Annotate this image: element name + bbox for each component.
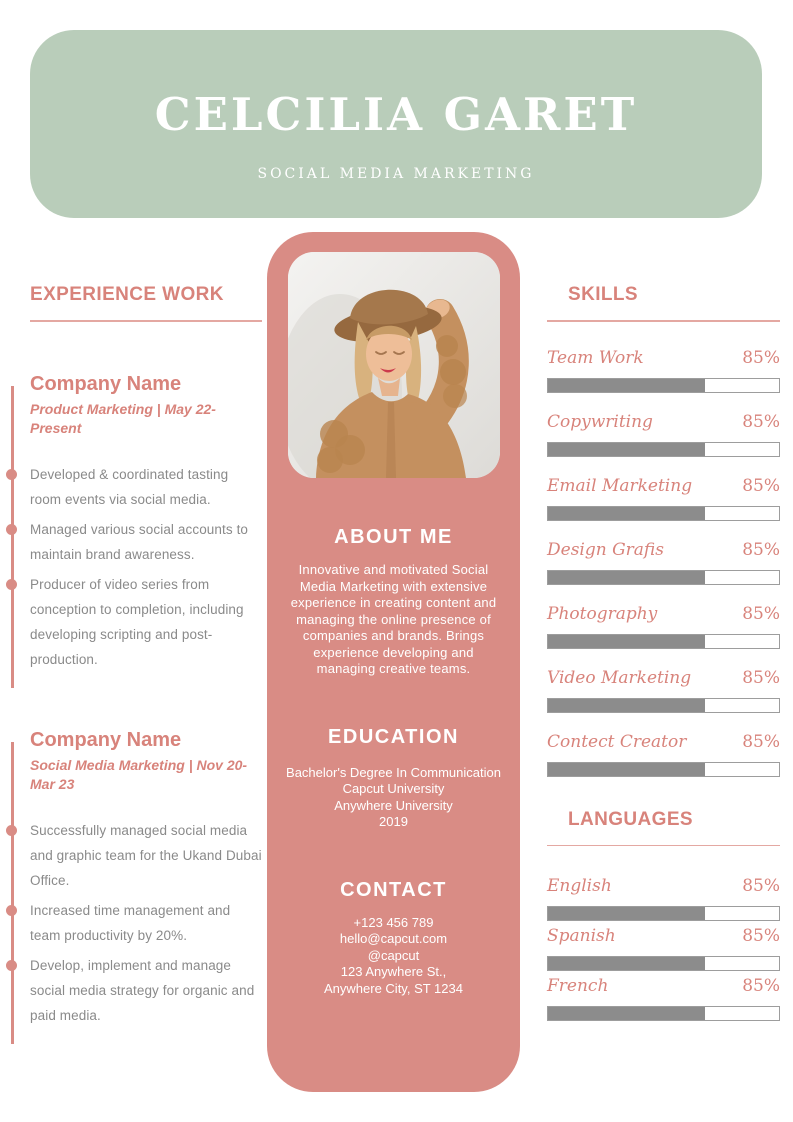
- education-line: 2019: [379, 814, 408, 829]
- languages-section: LANGUAGES English 85% Spanish 85%: [547, 808, 780, 1021]
- company-name: Company Name: [30, 728, 182, 751]
- skill-value: 85%: [742, 539, 780, 560]
- language-label: English: [547, 876, 612, 896]
- contact-handle: @capcut: [367, 947, 420, 963]
- language-bar-fill: [548, 957, 706, 970]
- skills-list: Team Work 85% Copywriting 85% Email Mark…: [547, 348, 780, 777]
- language-label: French: [547, 976, 609, 996]
- company-name: Company Name: [30, 372, 182, 395]
- skill-bar-fill: [548, 762, 706, 776]
- languages-divider: [547, 844, 780, 846]
- job-bullet: Managed various social accounts to maint…: [6, 517, 262, 567]
- skill-bar: [547, 761, 780, 777]
- skill-bar-fill: [548, 634, 706, 648]
- language-item: Spanish 85%: [547, 926, 780, 971]
- contact-phone: +123 456 789: [353, 914, 434, 930]
- job-bullet: Successfully managed social media and gr…: [6, 818, 262, 893]
- skill-label: Video Marketing: [547, 667, 692, 688]
- experience-divider: [30, 320, 262, 322]
- skill-value: 85%: [742, 347, 780, 368]
- language-bar: [547, 906, 780, 921]
- job-bullet: Producer of video series from conception…: [6, 572, 262, 672]
- contact-email: hello@capcut.com: [339, 931, 448, 946]
- education-line: Capcut University: [342, 781, 445, 796]
- language-bar: [547, 1006, 780, 1021]
- language-item: English 85%: [547, 876, 780, 921]
- job-entry-1: Company Name Product Marketing | May 22-…: [6, 372, 262, 688]
- skill-value: 85%: [742, 731, 780, 752]
- contact-address-line2: Anywhere City, ST 1234: [324, 980, 463, 996]
- skills-divider: [547, 320, 780, 322]
- languages-list: English 85% Spanish 85% French 85%: [547, 876, 780, 1021]
- center-panel: ABOUT ME Innovative and motivated Social…: [267, 232, 520, 1092]
- person-role: SOCIAL MEDIA MARKETING: [257, 166, 535, 182]
- skill-bar-fill: [548, 442, 706, 456]
- skill-bar-fill: [548, 570, 706, 584]
- contact-section-title: CONTACT: [340, 878, 447, 901]
- skill-value: 85%: [742, 603, 780, 624]
- skill-item: Video Marketing 85%: [547, 668, 780, 713]
- skill-bar: [547, 569, 780, 585]
- about-section-title: ABOUT ME: [334, 526, 453, 548]
- contact-address-line1: 123 Anywhere St.,: [340, 964, 447, 979]
- skill-label: Copywriting: [547, 411, 653, 432]
- skill-bar: [547, 505, 780, 521]
- contact-lines: +123 456 789 hello@capcut.com @capcut 12…: [267, 915, 520, 998]
- skill-label: Team Work: [547, 347, 644, 368]
- language-bar-fill: [548, 1007, 706, 1020]
- skill-label: Photography: [547, 603, 658, 624]
- skills-section-title: SKILLS: [568, 284, 638, 305]
- skill-item: Email Marketing 85%: [547, 476, 780, 521]
- language-bar: [547, 956, 780, 971]
- job-bullet-list: Developed & coordinated tasting room eve…: [6, 462, 262, 672]
- about-text: Innovative and motivated Social Media Ma…: [290, 562, 497, 676]
- skill-item: Copywriting 85%: [547, 412, 780, 457]
- language-label: Spanish: [547, 926, 616, 946]
- languages-section-title: LANGUAGES: [568, 808, 693, 830]
- job-meta: Product Marketing | May 22-Present: [30, 400, 216, 436]
- skill-label: Email Marketing: [547, 475, 693, 496]
- skill-label: Design Grafis: [547, 539, 664, 560]
- skill-item: Contect Creator 85%: [547, 732, 780, 777]
- language-bar-fill: [548, 907, 706, 920]
- language-item: French 85%: [547, 976, 780, 1021]
- experience-column: EXPERIENCE WORK Company Name Product Mar…: [6, 284, 262, 1044]
- job-bullet: Developed & coordinated tasting room eve…: [6, 462, 262, 512]
- person-name: CELCILIA GARET: [154, 88, 638, 141]
- job-bullet: Develop, implement and manage social med…: [6, 953, 262, 1028]
- skill-bar-fill: [548, 698, 706, 712]
- skill-value: 85%: [742, 667, 780, 688]
- skill-value: 85%: [742, 411, 780, 432]
- job-entry-2: Company Name Social Media Marketing | No…: [6, 728, 262, 1044]
- skill-bar-fill: [548, 378, 706, 392]
- skill-item: Design Grafis 85%: [547, 540, 780, 585]
- education-section-title: EDUCATION: [328, 725, 459, 748]
- skill-bar: [547, 441, 780, 457]
- skill-bar: [547, 697, 780, 713]
- experience-section-title: EXPERIENCE WORK: [30, 284, 224, 305]
- education-line: Bachelor's Degree In Communication: [286, 764, 501, 780]
- skill-bar-fill: [548, 506, 706, 520]
- job-bullet-list: Successfully managed social media and gr…: [6, 818, 262, 1028]
- job-meta: Social Media Marketing | Nov 20-Mar 23: [30, 756, 248, 792]
- skill-value: 85%: [742, 475, 780, 496]
- skill-bar: [547, 633, 780, 649]
- skill-bar: [547, 377, 780, 393]
- job-bullet: Increased time management and team produ…: [6, 898, 262, 948]
- education-lines: Bachelor's Degree In Communication Capcu…: [267, 765, 520, 831]
- language-value: 85%: [742, 926, 780, 946]
- woman-with-hat-illustration: [287, 252, 500, 478]
- header-banner: CELCILIA GARET SOCIAL MEDIA MARKETING: [30, 30, 762, 218]
- language-value: 85%: [742, 876, 780, 896]
- skill-item: Photography 85%: [547, 604, 780, 649]
- profile-photo: [287, 252, 500, 478]
- language-value: 85%: [742, 976, 780, 996]
- education-line: Anywhere University: [334, 797, 453, 813]
- skill-label: Contect Creator: [547, 731, 687, 752]
- skills-column: SKILLS Team Work 85% Copywriting 85% Ema…: [547, 284, 780, 1026]
- skill-item: Team Work 85%: [547, 348, 780, 393]
